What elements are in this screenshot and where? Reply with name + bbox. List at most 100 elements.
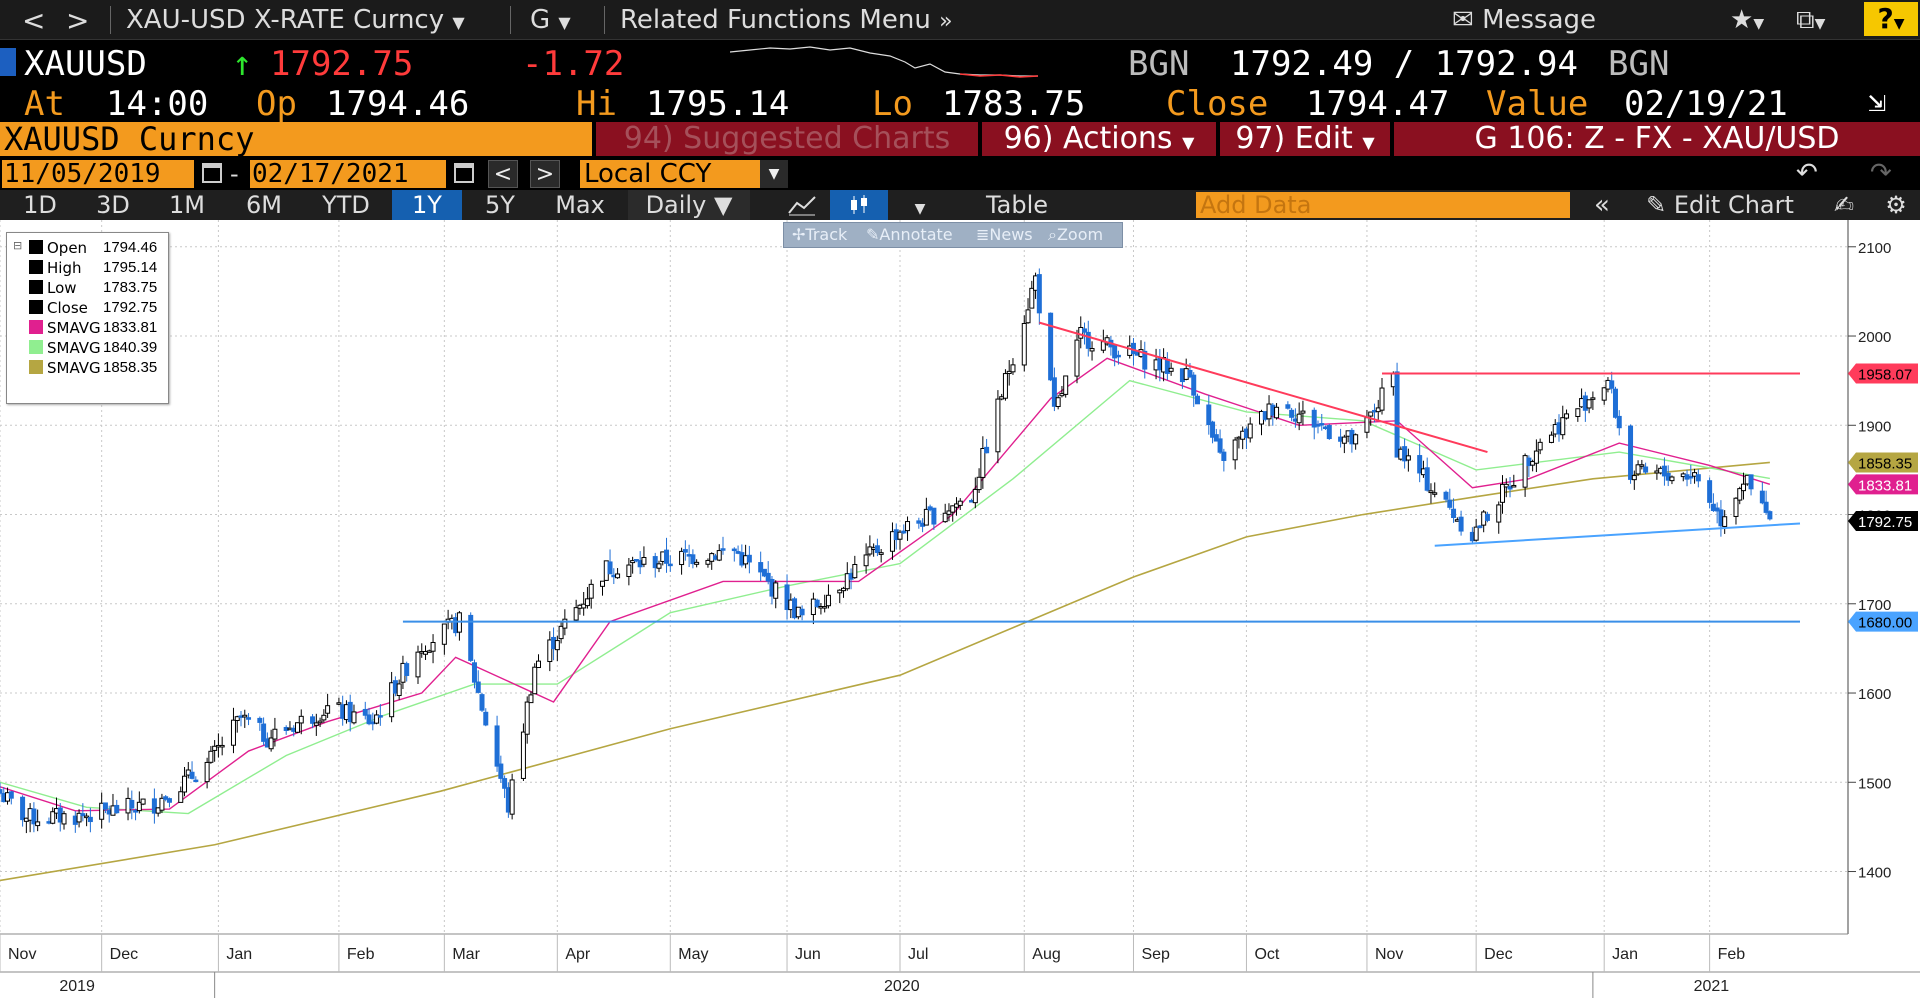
- currency-select[interactable]: Local CCY ▼: [580, 160, 788, 188]
- candle-body: [946, 510, 952, 515]
- candle-body: [1074, 339, 1080, 377]
- function-menu[interactable]: G ▼: [530, 5, 571, 35]
- candle-body: [761, 568, 767, 577]
- candle-body: [972, 488, 978, 504]
- frequency-select[interactable]: Daily ▼: [628, 190, 750, 220]
- candle-body: [1503, 483, 1509, 488]
- export-icon[interactable]: ⇲: [1868, 84, 1887, 119]
- redo-icon[interactable]: ↷: [1870, 158, 1892, 188]
- candle-body: [423, 651, 429, 655]
- candle-body: [377, 715, 383, 718]
- candle-body: [35, 821, 41, 827]
- star-icon: ★: [1730, 5, 1754, 35]
- candle-body: [1748, 474, 1754, 490]
- high-label: Hi: [576, 84, 617, 124]
- candle-body: [212, 745, 218, 751]
- candle-body: [1695, 474, 1701, 482]
- candle-body: [31, 808, 37, 825]
- forward-button[interactable]: >: [66, 4, 90, 37]
- candle-body: [863, 554, 869, 567]
- candle-body: [1217, 438, 1223, 453]
- candle-body: [151, 798, 157, 814]
- legend-row-high: High 1795.14: [7, 257, 168, 277]
- period-ytd[interactable]: YTD: [322, 191, 370, 219]
- related-functions-menu[interactable]: Related Functions Menu »: [620, 5, 953, 35]
- candle-body: [1612, 388, 1618, 418]
- candle-body: [1232, 439, 1238, 461]
- gear-icon[interactable]: ⚙: [1885, 191, 1907, 219]
- candle-body: [1443, 491, 1449, 500]
- candle-body: [1616, 415, 1622, 429]
- line-chart-icon[interactable]: [774, 190, 830, 220]
- candle-body: [641, 557, 647, 565]
- message-button[interactable]: ✉ Message: [1452, 5, 1597, 35]
- favorite-button[interactable]: ★▼: [1730, 5, 1765, 35]
- window-menu-button[interactable]: ⧉▼: [1796, 5, 1826, 35]
- next-period-button[interactable]: >: [530, 160, 560, 188]
- chart-type-dropdown[interactable]: ▼: [892, 190, 948, 220]
- candle-body: [825, 594, 831, 607]
- y-tick-label: 1400: [1858, 865, 1891, 882]
- period-5y[interactable]: 5Y: [485, 191, 515, 219]
- price-chart[interactable]: 14001500160017001800190020002100NovDecJa…: [0, 220, 1920, 1001]
- candle-body: [1759, 490, 1765, 504]
- news-tool[interactable]: ≣ News: [976, 225, 1033, 244]
- candle-body: [1639, 464, 1645, 467]
- chart-canvas[interactable]: 14001500160017001800190020002100NovDecJa…: [0, 220, 1920, 1001]
- table-button[interactable]: Table: [985, 191, 1049, 219]
- candle-body: [325, 705, 331, 714]
- annotate-tool[interactable]: ✎ Annotate: [866, 225, 953, 244]
- security-input[interactable]: XAUUSD Curncy: [0, 122, 592, 156]
- candle-body: [1247, 423, 1253, 439]
- candle-body: [528, 694, 534, 704]
- candle-body: [208, 750, 214, 763]
- sma-mid-line: [0, 379, 1770, 815]
- previous-period-button[interactable]: <: [488, 160, 518, 188]
- x-tick-label: Dec: [110, 946, 138, 963]
- calendar-icon[interactable]: [202, 163, 222, 183]
- candle-body: [1511, 484, 1517, 488]
- candle-body: [1296, 413, 1302, 424]
- undo-icon[interactable]: ↶: [1796, 158, 1818, 188]
- chart-legend[interactable]: ⊟ Open 1794.46 High 1795.14 Low 1783.75 Clo…: [6, 232, 169, 404]
- legend-row-sma-long: SMAVG 1858.35: [7, 357, 168, 377]
- y-tick-label: 1600: [1858, 686, 1891, 703]
- calendar-icon[interactable]: [454, 163, 474, 183]
- candle-body: [321, 714, 327, 721]
- collapse-icon[interactable]: «: [1594, 190, 1610, 220]
- candle-body: [50, 811, 56, 824]
- candle-body: [230, 719, 236, 746]
- candle-body: [705, 559, 711, 565]
- end-date-input[interactable]: 02/17/2021: [250, 160, 446, 188]
- candlestick-icon[interactable]: [830, 190, 888, 220]
- candle-body: [1274, 406, 1280, 419]
- add-data-input[interactable]: Add Data: [1196, 192, 1570, 218]
- period-3d[interactable]: 3D: [96, 191, 130, 219]
- back-button[interactable]: <: [22, 4, 46, 37]
- edit-menu[interactable]: 97) Edit ▼: [1220, 122, 1390, 156]
- edit-toggle-icon[interactable]: ✍: [1833, 191, 1855, 219]
- track-tool[interactable]: ✢ Track: [792, 225, 848, 244]
- start-date-input[interactable]: 11/05/2019: [2, 160, 194, 188]
- period-1d[interactable]: 1D: [23, 191, 57, 219]
- period-max[interactable]: Max: [555, 191, 605, 219]
- period-1m[interactable]: 1M: [169, 191, 205, 219]
- edit-chart-button[interactable]: ✎ Edit Chart: [1646, 191, 1794, 219]
- legend-collapse-icon[interactable]: ⊟: [13, 239, 23, 252]
- suggested-charts-button[interactable]: 94) Suggested Charts: [596, 122, 978, 156]
- candle-body: [716, 550, 722, 561]
- period-6m[interactable]: 6M: [246, 191, 282, 219]
- period-1y[interactable]: 1Y: [392, 190, 462, 220]
- help-button[interactable]: ?▼: [1864, 2, 1918, 36]
- legend-swatch: [29, 240, 43, 254]
- candle-body: [87, 816, 93, 823]
- zoom-tool[interactable]: ⌕ Zoom: [1048, 225, 1104, 244]
- security-menu[interactable]: XAU-USD X-RATE Curncy ▼: [126, 5, 465, 35]
- candle-body: [656, 563, 662, 569]
- candle-body: [204, 761, 210, 783]
- candle-body: [313, 722, 319, 726]
- bid-ask: 1792.49 / 1792.94: [1230, 44, 1578, 84]
- price-label-text: 1792.75: [1858, 514, 1912, 531]
- candle-body: [1575, 408, 1581, 417]
- actions-menu[interactable]: 96) Actions ▼: [982, 122, 1216, 156]
